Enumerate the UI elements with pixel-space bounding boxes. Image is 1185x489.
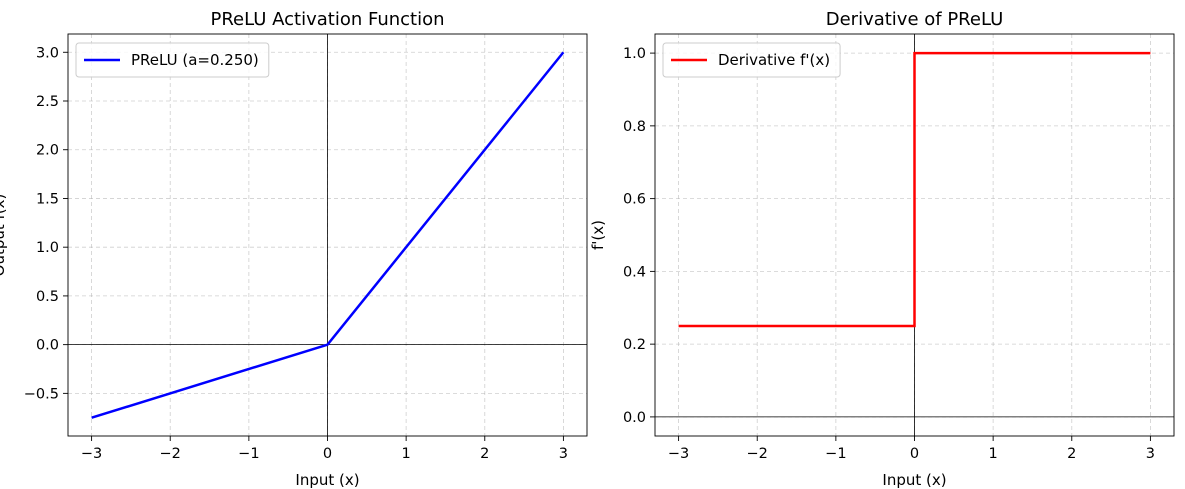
legend-label: Derivative f'(x) — [718, 51, 830, 69]
y-axis-label: Output f(x) — [0, 194, 8, 277]
y-tick-label: 0.5 — [36, 289, 59, 305]
x-tick-label: 1 — [989, 446, 998, 462]
chart-2: −3 −2 −1 0 1 2 3 0.0 0.2 0.4 0.6 0.8 1.0 Derivative o… — [589, 9, 1175, 489]
series-line-1 — [678, 51, 1151, 328]
y-tick-label: 0.0 — [623, 410, 646, 426]
x-tick-label: 0 — [910, 446, 919, 462]
y-tick-label: 1.0 — [623, 46, 646, 62]
legend: Derivative f'(x) — [662, 42, 841, 78]
x-tick-label: −2 — [160, 446, 181, 462]
x-tick-label: 3 — [559, 446, 568, 462]
y-tick-label: 0.8 — [623, 119, 646, 135]
x-tick-label: −2 — [747, 446, 768, 462]
y-tick-label: 2.5 — [36, 94, 59, 110]
legend-box — [75, 42, 270, 78]
x-axis-label: Input (x) — [295, 471, 359, 489]
x-tick-label: 1 — [402, 446, 411, 462]
chart-title: Derivative of PReLU — [826, 9, 1004, 30]
y-tick-label: 2.0 — [36, 143, 59, 159]
x-tick-label: −3 — [668, 446, 689, 462]
chart-title: PReLU Activation Function — [210, 9, 444, 30]
y-tick-label: 3.0 — [36, 45, 59, 61]
y-tick-label: 0.6 — [623, 192, 646, 208]
y-tick-label: −0.5 — [24, 386, 59, 402]
y-axis-label: f'(x) — [589, 220, 607, 250]
chart-1: −3 −2 −1 0 1 2 3 −0.5 0.0 0.5 1.0 1.5 2.0 2.5 3.0 PReLU… — [0, 9, 588, 489]
x-tick-label: −3 — [81, 446, 102, 462]
x-tick-label: 2 — [1067, 446, 1076, 462]
x-tick-label: 3 — [1146, 446, 1155, 462]
y-tick-label: 0.2 — [623, 337, 646, 353]
legend: PReLU (a=0.250) — [75, 42, 270, 78]
y-tick-label: 1.5 — [36, 191, 59, 207]
y-tick-label: 1.0 — [36, 240, 59, 256]
x-tick-label: −1 — [238, 446, 259, 462]
legend-label: PReLU (a=0.250) — [131, 51, 259, 69]
x-axis-label: Input (x) — [882, 471, 946, 489]
x-tick-label: 0 — [323, 446, 332, 462]
legend-box — [662, 42, 841, 78]
x-tick-label: −1 — [825, 446, 846, 462]
y-tick-label: 0.0 — [36, 338, 59, 354]
x-tick-label: 2 — [480, 446, 489, 462]
y-tick-label: 0.4 — [623, 264, 646, 280]
series-line-1 — [91, 51, 565, 419]
